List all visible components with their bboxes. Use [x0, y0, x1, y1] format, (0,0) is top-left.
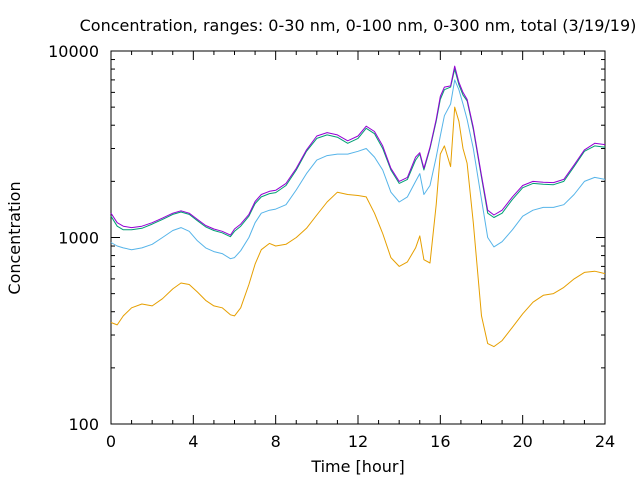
x-tick-label: 12	[348, 432, 368, 451]
x-tick-label: 4	[188, 432, 198, 451]
y-axis-ticks: 100 1000 10000	[48, 42, 605, 434]
y-axis-label: Concentration	[5, 181, 24, 294]
x-axis-ticks: 0 4 8 12 16 20 24	[106, 51, 615, 451]
y-tick-label: 10000	[48, 42, 99, 61]
x-tick-label: 8	[271, 432, 281, 451]
series-line-2	[110, 79, 606, 260]
series-layer	[110, 65, 606, 348]
y-tick-label: 100	[68, 415, 99, 434]
x-axis-label: Time [hour]	[310, 457, 404, 476]
x-tick-label: 16	[430, 432, 450, 451]
y-tick-label: 1000	[58, 229, 99, 248]
series-line-4	[110, 65, 606, 236]
x-tick-label: 20	[512, 432, 532, 451]
plot-area-frame	[110, 50, 606, 425]
series-line-1	[110, 106, 606, 348]
x-tick-label: 0	[106, 432, 116, 451]
chart-title: Concentration, ranges: 0-30 nm, 0-100 nm…	[80, 16, 637, 35]
series-line-3	[110, 68, 606, 238]
x-tick-label: 24	[595, 432, 615, 451]
